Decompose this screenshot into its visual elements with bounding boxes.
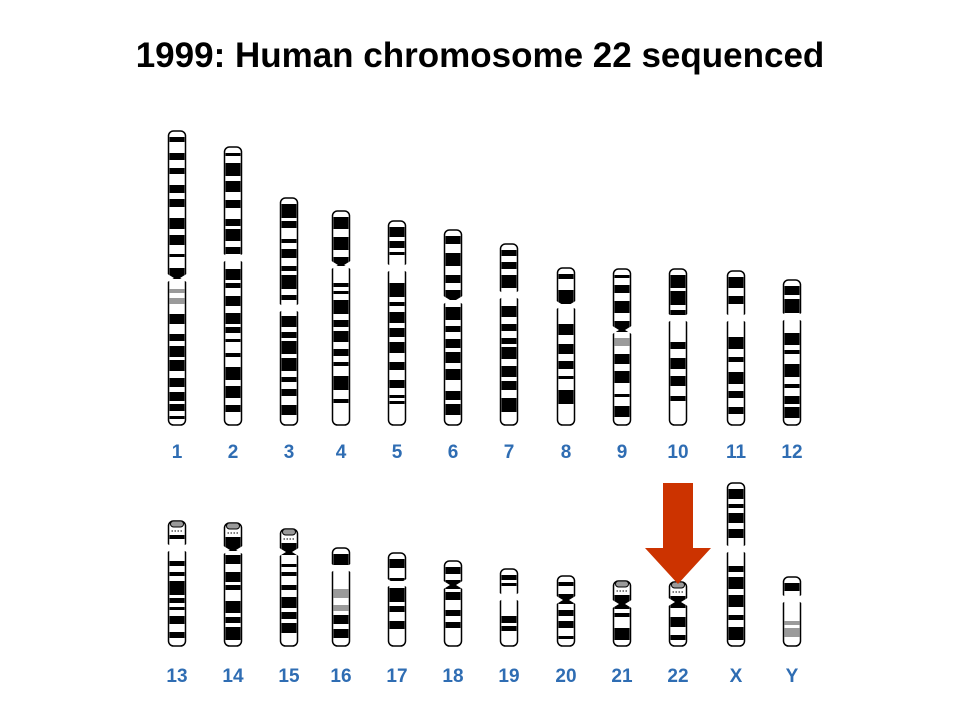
chromosome-12 [782,279,802,426]
chromosome-label-20: 20 [555,666,576,687]
chromosome-13 [167,520,187,647]
chromosome-X [726,482,746,647]
chromosome-label-16: 16 [330,666,351,687]
chromosome-5 [387,220,407,426]
chromosome-row-bottom: 13 14 15 16 17 18 19 20 21 22 X Y [166,482,802,687]
chromosome-label-Y: Y [786,666,799,687]
chromosome-20 [556,575,576,647]
chromosome-2 [223,146,243,426]
chromosome-label-14: 14 [222,666,244,687]
chromosome-16 [331,547,351,647]
chromosome-4 [331,210,351,426]
highlight-arrow [645,483,711,584]
chromosome-label-5: 5 [392,442,403,463]
down-arrow-icon [645,483,711,584]
chromosome-label-13: 13 [166,666,187,687]
chromosome-label-18: 18 [442,666,463,687]
chromosome-10 [668,268,688,426]
chromosome-label-22: 22 [667,666,688,687]
chromosome-8 [556,267,576,426]
chromosome-label-19: 19 [498,666,519,687]
chromosome-3 [279,197,299,426]
chromosome-label-7: 7 [504,442,515,463]
chromosome-19 [499,568,519,647]
chromosome-21 [612,580,632,647]
chromosome-label-2: 2 [228,442,239,463]
chromosome-label-9: 9 [617,442,628,463]
chromosome-label-X: X [730,666,743,687]
chromosome-row-top: 1 2 3 4 5 6 7 8 9 10 11 12 [167,130,803,463]
chromosome-label-12: 12 [781,442,802,463]
chromosome-label-8: 8 [561,442,572,463]
chromosome-label-17: 17 [386,666,407,687]
chromosome-label-1: 1 [172,442,183,463]
chromosome-7 [499,243,519,426]
chromosome-18 [443,560,463,647]
chromosome-Y [782,576,802,647]
chromosome-label-15: 15 [278,666,300,687]
chromosome-11 [726,270,746,426]
chromosome-label-6: 6 [448,442,459,463]
chromosome-label-10: 10 [667,442,688,463]
chromosome-label-3: 3 [284,442,295,463]
chromosome-label-21: 21 [611,666,633,687]
chromosome-22 [668,581,688,647]
chromosome-14 [223,522,243,647]
chromosome-label-4: 4 [336,442,347,463]
slide-title: 1999: Human chromosome 22 sequenced [135,36,825,75]
chromosome-15 [279,528,299,647]
chromosome-label-11: 11 [726,442,747,463]
chromosome-1 [167,130,187,426]
chromosome-9 [612,268,632,426]
chromosome-6 [443,229,463,426]
chromosome-17 [387,552,407,647]
